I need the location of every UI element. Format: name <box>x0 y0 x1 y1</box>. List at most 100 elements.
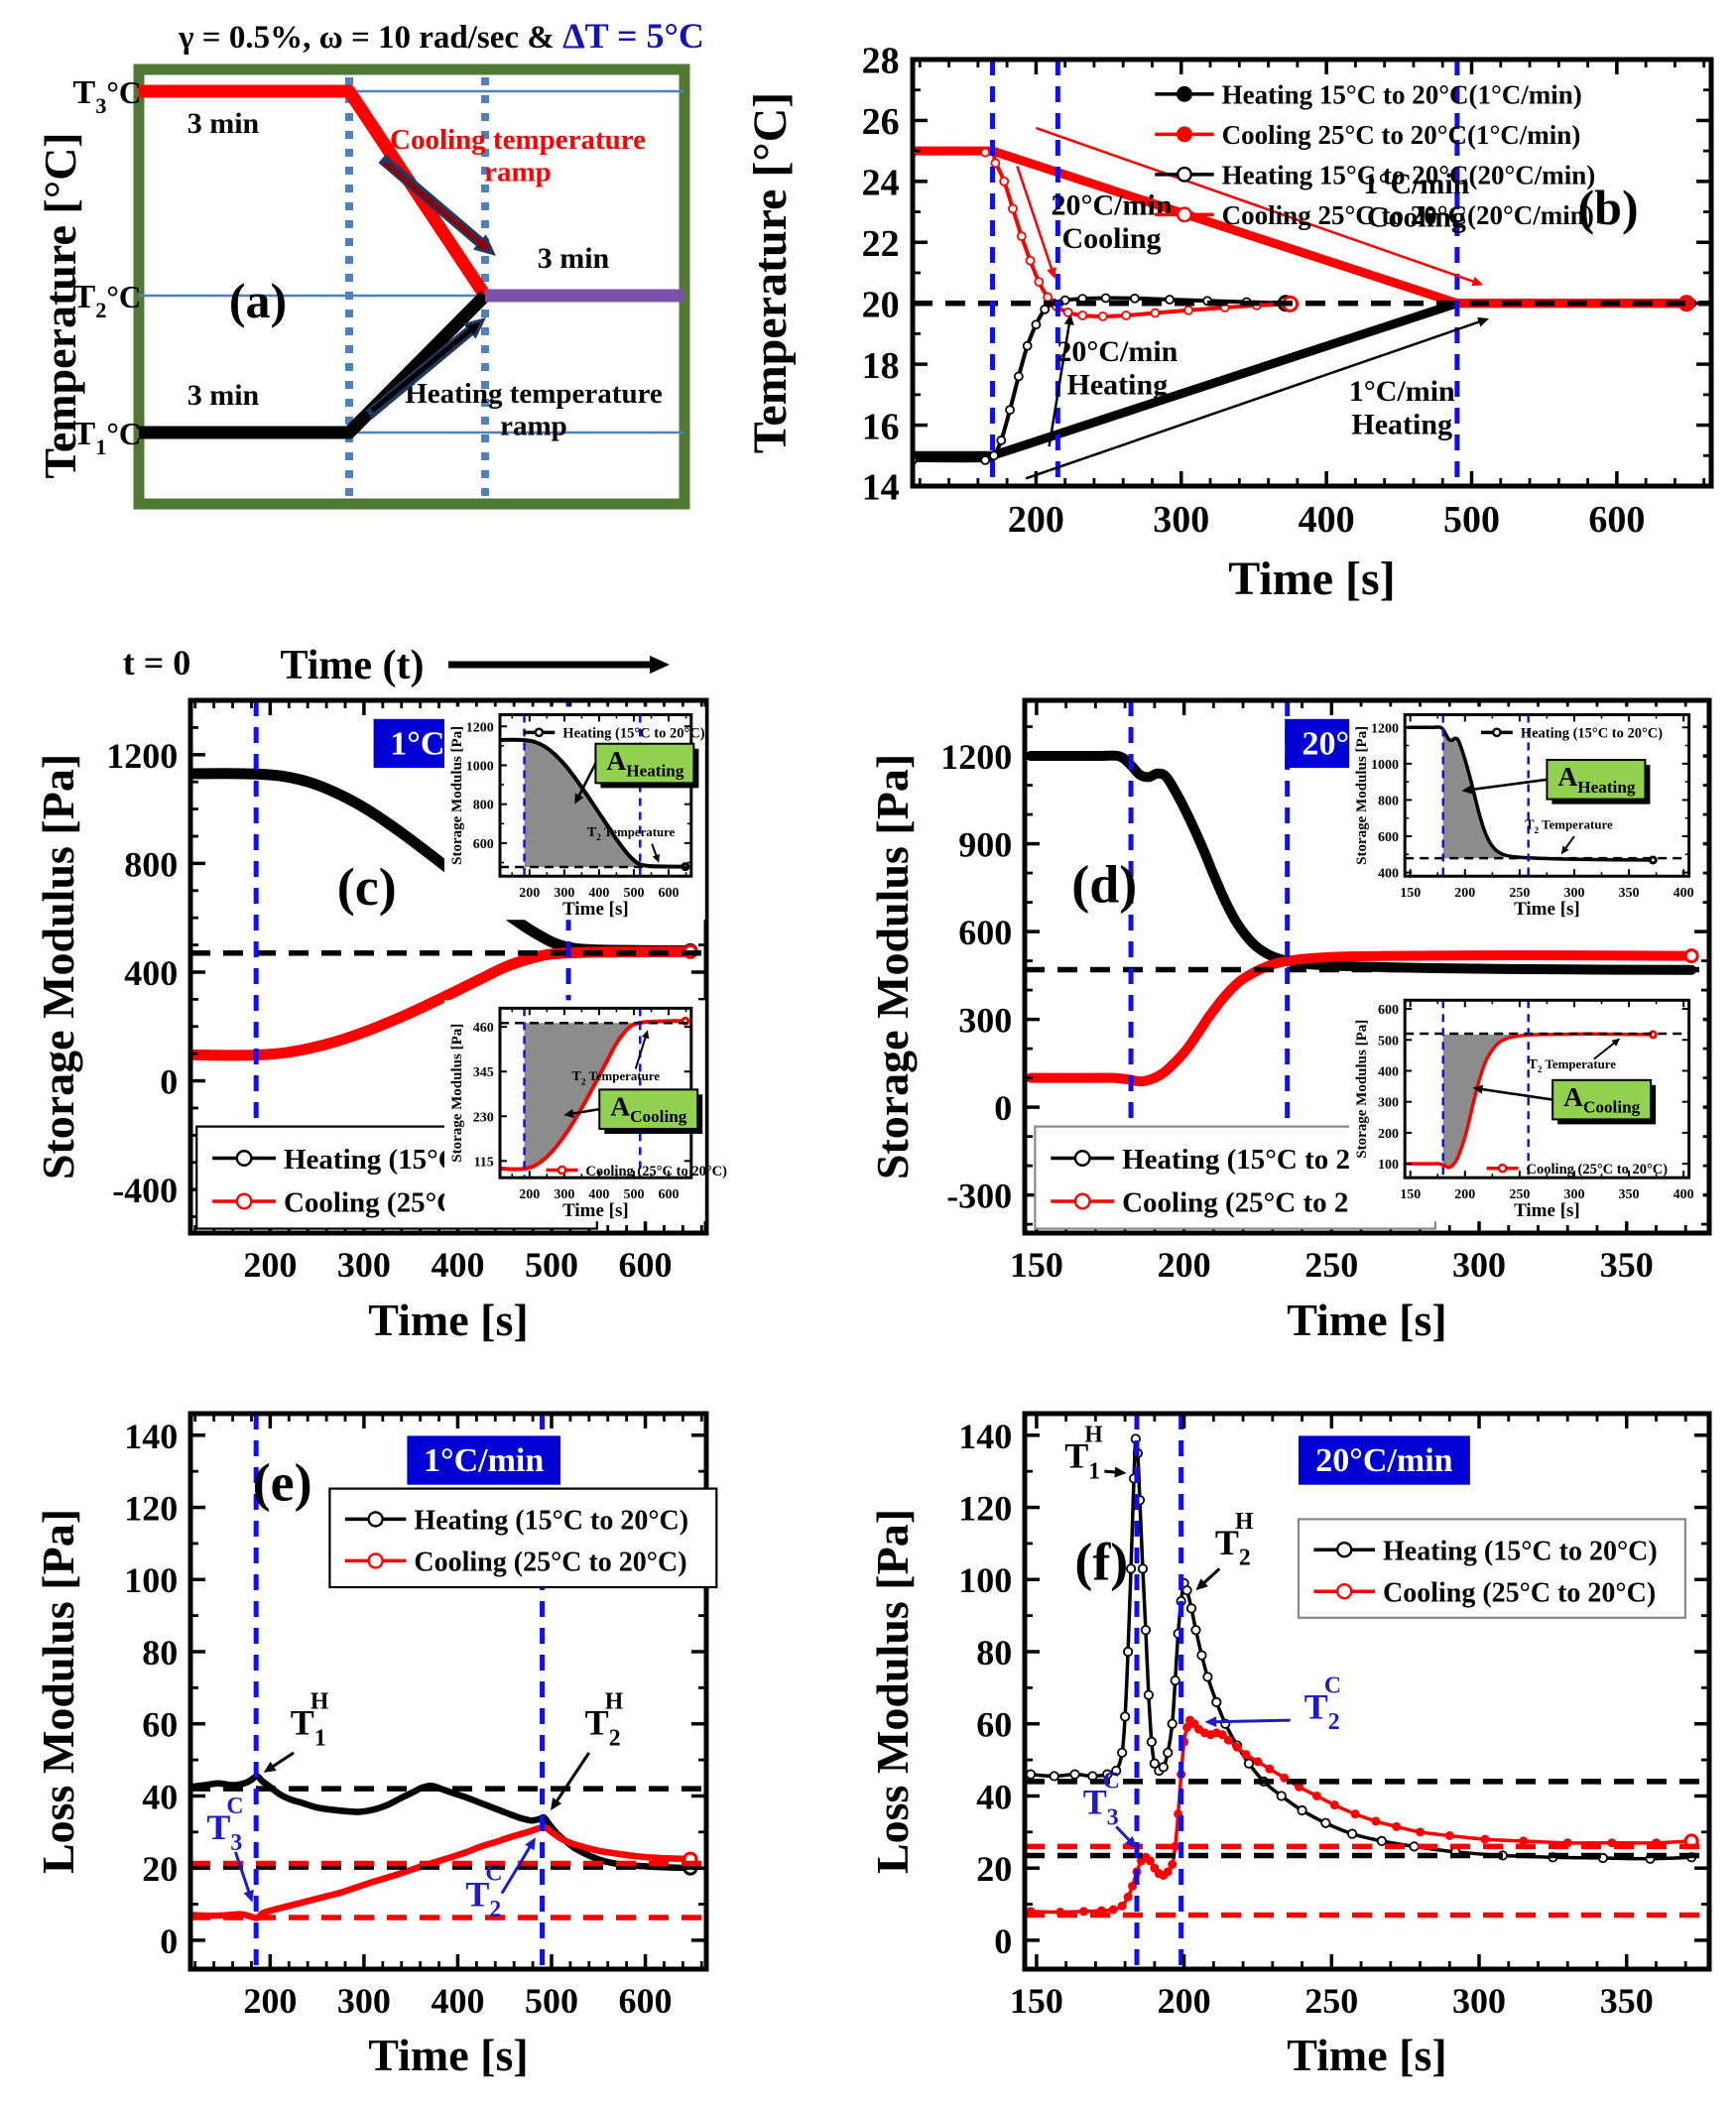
svg-text:300: 300 <box>1563 1187 1584 1202</box>
inset-c-heating-area: 200 300 400 500 600 600 800 1000 1200 T2 Temperat… <box>444 706 705 921</box>
panel-f-loss-modulus-20Cmin-chart: 150 200 250 300 350 0 20 40 60 80 100 120 140 (f) T1H T… <box>867 1411 1712 2080</box>
figure-title-text: γ = 0.5%, ω = 10 rad/sec & ΔT = 5°C <box>178 16 704 56</box>
svg-text:28: 28 <box>862 41 900 82</box>
svg-text:900: 900 <box>958 825 1012 865</box>
svg-text:24: 24 <box>862 163 900 204</box>
svg-text:Cooling 25°C to 20°C(20°C/min): Cooling 25°C to 20°C(20°C/min) <box>1222 200 1594 230</box>
t1-axis-label: T1°C <box>73 416 142 459</box>
svg-text:120: 120 <box>958 1489 1012 1529</box>
svg-text:Loss Modulus [Pa]: Loss Modulus [Pa] <box>33 1509 83 1874</box>
area-label-heating: AHeating <box>574 742 699 805</box>
svg-text:Heating (15°C to 20°C): Heating (15°C to 20°C) <box>1383 1536 1658 1566</box>
svg-text:Time [s]: Time [s] <box>1514 1200 1580 1221</box>
panel-b-temperature-vs-time-chart: 200 300 400 500 600 14 16 18 20 22 24 26 28 20°C/min C… <box>744 41 1714 605</box>
time-axis-arrow <box>448 655 670 675</box>
svg-text:1000: 1000 <box>1371 758 1399 773</box>
svg-text:AHeating: AHeating <box>606 745 683 781</box>
svg-text:300: 300 <box>1378 1096 1399 1111</box>
svg-text:-300: -300 <box>946 1177 1012 1216</box>
axes-di0: 150 200 250 300 350 400 400 600 800 1000 1200 <box>1371 712 1694 901</box>
svg-text:600: 600 <box>473 837 494 852</box>
svg-text:350: 350 <box>1600 1245 1654 1285</box>
area-label-cooling: ACooling <box>1472 1078 1657 1125</box>
svg-text:500: 500 <box>1443 499 1500 541</box>
svg-text:200: 200 <box>1378 1127 1399 1142</box>
svg-text:200: 200 <box>1008 499 1064 541</box>
panel-a-temperature-protocol-schematic: γ = 0.5%, ω = 10 rad/sec & ΔT = 5°C Tempe… <box>35 16 704 688</box>
svg-text:(d): (d) <box>1071 855 1137 915</box>
svg-text:Storage Modulus [Pa]: Storage Modulus [Pa] <box>449 1024 465 1163</box>
svg-text:230: 230 <box>473 1110 494 1125</box>
area-label-cooling: ACooling <box>563 1088 703 1134</box>
svg-text:1200: 1200 <box>466 720 494 735</box>
svg-text:Heating (15°C to 20°C): Heating (15°C to 20°C) <box>414 1505 688 1536</box>
svg-text:100: 100 <box>958 1560 1012 1600</box>
svg-text:40: 40 <box>142 1777 178 1816</box>
svg-text:Cooling (25°C to 20°C): Cooling (25°C to 20°C) <box>414 1547 686 1577</box>
svg-text:250: 250 <box>1304 1981 1358 2021</box>
legend: Heating 15°C to 20°C(1°C/min) Cooling 25°… <box>1155 80 1596 230</box>
rate-badge: 1°C/min <box>407 1435 560 1485</box>
svg-text:250: 250 <box>1304 1245 1358 1285</box>
svg-text:400: 400 <box>431 1981 484 2021</box>
svg-text:200: 200 <box>519 1187 540 1202</box>
svg-text:0: 0 <box>994 1922 1012 1961</box>
svg-text:400: 400 <box>124 953 178 993</box>
svg-text:Temperature [°C]: Temperature [°C] <box>35 132 85 478</box>
svg-text:Cooling (25°C to 20°C): Cooling (25°C to 20°C) <box>1527 1162 1669 1178</box>
svg-text:200: 200 <box>1454 1187 1475 1202</box>
cooling-ramp-arrow <box>378 154 496 256</box>
svg-text:500: 500 <box>623 886 644 901</box>
series-cooling-20Cmin <box>913 147 1300 321</box>
svg-text:460: 460 <box>473 1021 494 1036</box>
svg-text:200: 200 <box>519 886 540 901</box>
svg-text:350: 350 <box>1600 1981 1654 2021</box>
svg-text:Time [s]: Time [s] <box>1287 2030 1446 2080</box>
axes-d: 150 200 250 300 350 -300 0 300 600 900 1200 <box>940 697 1712 1285</box>
svg-text:500: 500 <box>525 1245 578 1285</box>
legend: Heating (15°C to 20°C)Cooling (25°C to 2… <box>1034 1125 1437 1230</box>
area-label-heating: AHeating <box>1461 759 1651 805</box>
protocol-schematic: γ = 0.5%, ω = 10 rad/sec & ΔT = 5°C Tempe… <box>35 16 704 688</box>
panel-d-storage-modulus-20Cmin-chart: 150200250300350-30003006009001200(d)20°C… <box>867 697 1712 1345</box>
svg-text:Time [s]: Time [s] <box>562 1200 629 1221</box>
svg-text:0: 0 <box>160 1922 178 1961</box>
svg-text:300: 300 <box>1452 1245 1506 1285</box>
svg-text:Heating 15°C to 20°C(20°C/min): Heating 15°C to 20°C(20°C/min) <box>1222 161 1596 190</box>
svg-text:Time [s]: Time [s] <box>1287 1295 1446 1345</box>
svg-text:400: 400 <box>431 1245 484 1285</box>
svg-text:T2C: T2C <box>1304 1673 1341 1735</box>
t3-axis-label: T3°C <box>73 74 142 118</box>
svg-text:300: 300 <box>337 1245 391 1285</box>
svg-text:T2 Temperature: T2 Temperature <box>1525 818 1613 835</box>
svg-text:(f): (f) <box>1074 1532 1128 1591</box>
svg-text:Temperature [°C]: Temperature [°C] <box>744 92 797 453</box>
svg-text:Heating (15°C to 20°C): Heating (15°C to 20°C) <box>1521 726 1663 742</box>
svg-text:(c): (c) <box>337 857 397 917</box>
svg-text:345: 345 <box>473 1065 494 1080</box>
svg-text:140: 140 <box>958 1417 1012 1456</box>
svg-text:1200: 1200 <box>106 736 178 776</box>
svg-text:T2 Temperature: T2 Temperature <box>571 1069 660 1086</box>
svg-text:18: 18 <box>862 345 900 387</box>
svg-text:Time [s]: Time [s] <box>368 1295 528 1345</box>
axes-b: 200 300 400 500 600 14 16 18 20 22 24 26 28 <box>862 41 1714 541</box>
svg-text:250: 250 <box>1509 1187 1530 1202</box>
svg-text:0: 0 <box>160 1062 178 1102</box>
series-s0 <box>1406 725 1658 865</box>
legend: Heating (15°C to 20°C)Cooling (25°C to 2… <box>1297 1518 1687 1619</box>
svg-text:150: 150 <box>1010 1981 1063 2021</box>
svg-text:40: 40 <box>976 1777 1012 1816</box>
svg-text:350: 350 <box>1619 886 1640 901</box>
svg-text:100: 100 <box>1378 1158 1399 1173</box>
chart-di1: 150 200 250 300 350 400 100 200 300 400 500 600 T2 T… <box>1378 998 1694 1202</box>
svg-text:3 min: 3 min <box>538 242 610 275</box>
svg-text:150: 150 <box>1400 1187 1421 1202</box>
svg-text:Time [s]: Time [s] <box>1228 553 1395 605</box>
svg-text:800: 800 <box>1378 794 1399 808</box>
chart-e: 200 300 400 500 600 0 20 40 60 80 100 120 140 (e) T1H T… <box>124 1411 718 2021</box>
